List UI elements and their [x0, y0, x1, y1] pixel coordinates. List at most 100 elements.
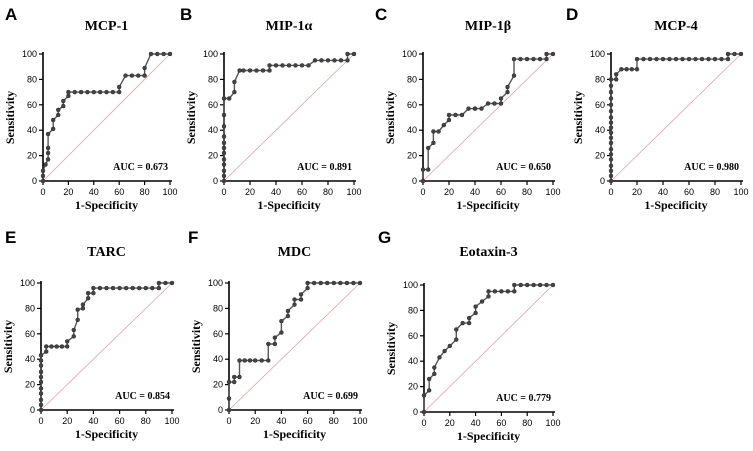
y-tick-label: 0 — [218, 405, 223, 415]
y-tick-label: 20 — [25, 380, 35, 390]
roc-point — [608, 125, 614, 130]
reference-diagonal — [610, 53, 742, 182]
roc-point — [505, 289, 511, 294]
roc-point — [446, 112, 452, 118]
x-tick-label: 20 — [445, 418, 455, 428]
y-tick-label: 0 — [32, 176, 37, 186]
roc-point — [221, 124, 227, 129]
y-tick-label: 100 — [403, 280, 418, 290]
roc-point — [279, 318, 284, 324]
roc-point — [292, 302, 297, 307]
roc-point — [608, 108, 614, 114]
roc-point — [608, 152, 614, 157]
roc-point — [511, 56, 517, 62]
roc-point — [242, 358, 247, 363]
roc-point — [54, 344, 59, 349]
roc-point — [634, 56, 640, 62]
roc-point — [420, 167, 426, 172]
roc-point — [432, 371, 437, 377]
chart-title: MCP-4 — [654, 19, 698, 34]
y-tick-label: 100 — [203, 49, 218, 59]
roc-point — [431, 129, 436, 134]
x-tick-label: 60 — [684, 187, 694, 197]
roc-point — [116, 89, 122, 95]
roc-point — [608, 168, 614, 174]
y-tick-label: 100 — [402, 49, 417, 59]
roc-point — [344, 280, 350, 286]
roc-point — [85, 296, 91, 301]
y-tick-label: 0 — [213, 176, 218, 186]
roc-point — [56, 112, 61, 118]
roc-point — [266, 341, 271, 347]
roc-point — [608, 163, 614, 168]
roc-point — [486, 289, 491, 294]
roc-point — [732, 51, 737, 57]
y-tick-label: 40 — [208, 125, 218, 135]
y-tick-label: 100 — [590, 49, 605, 59]
x-axis-label: 1-Specificity — [456, 198, 519, 212]
roc-point — [318, 280, 323, 286]
x-tick-label: 40 — [658, 187, 668, 197]
roc-point — [75, 317, 80, 323]
roc-point — [473, 304, 478, 309]
roc-point — [252, 358, 258, 363]
auc-label: AUC = 0.699 — [303, 391, 358, 402]
panel-letter: F — [188, 228, 198, 247]
roc-point — [608, 130, 614, 135]
roc-point — [247, 358, 253, 363]
roc-panel-mip-1: B MIP-1α 00 20 20 40 40 60 60 80 80 100 100 1-Specifi… — [180, 5, 362, 212]
y-tick-label: 0 — [30, 405, 35, 415]
roc-point — [614, 77, 619, 82]
auc-label: AUC = 0.980 — [684, 162, 739, 173]
roc-point — [531, 282, 536, 288]
roc-point — [232, 374, 237, 380]
roc-point — [38, 379, 44, 385]
roc-point — [525, 282, 530, 288]
x-tick-label: 40 — [89, 187, 99, 197]
panel-letter: A — [5, 5, 17, 24]
roc-point — [512, 282, 517, 288]
roc-point — [38, 369, 44, 375]
x-tick-label: 20 — [250, 416, 260, 426]
x-tick-label: 60 — [496, 418, 506, 428]
x-axis-label: 1-Specificity — [644, 198, 707, 212]
roc-point — [699, 56, 705, 62]
roc-point — [338, 280, 343, 286]
roc-point — [241, 68, 246, 73]
x-axis-label: 1-Specificity — [457, 429, 520, 443]
roc-point — [142, 73, 147, 78]
x-tick-label: 60 — [115, 416, 125, 426]
panel-letter: D — [566, 5, 578, 24]
x-tick-label: 20 — [63, 187, 73, 197]
roc-point — [426, 376, 432, 382]
roc-point — [85, 290, 91, 296]
roc-point — [654, 56, 659, 62]
roc-point — [518, 282, 523, 288]
roc-point — [143, 285, 149, 291]
y-tick-label: 60 — [25, 329, 35, 339]
roc-point — [285, 308, 291, 314]
roc-point — [437, 355, 442, 360]
x-tick-label: 40 — [470, 187, 480, 197]
roc-point — [608, 157, 614, 162]
y-tick-label: 40 — [213, 354, 223, 364]
reference-diagonal — [423, 284, 554, 413]
roc-point — [45, 131, 51, 137]
reference-diagonal — [422, 53, 554, 182]
roc-point — [466, 320, 472, 326]
roc-panel-mip-1: C MIP-1β 00 20 20 40 40 60 60 80 80 100 100 1-Specifi… — [375, 5, 561, 212]
roc-point — [332, 58, 337, 63]
roc-point — [38, 353, 44, 358]
x-tick-label: 100 — [352, 416, 367, 426]
x-tick-label: 40 — [271, 187, 281, 197]
roc-point — [43, 162, 48, 167]
x-tick-label: 0 — [608, 187, 613, 197]
roc-point — [232, 379, 237, 385]
y-axis-label: Sensitivity — [571, 91, 585, 144]
roc-point — [61, 103, 66, 109]
y-tick-label: 80 — [27, 74, 37, 84]
roc-point — [524, 56, 530, 62]
roc-point — [71, 327, 76, 333]
x-tick-label: 80 — [522, 187, 532, 197]
x-tick-label: 100 — [545, 418, 560, 428]
